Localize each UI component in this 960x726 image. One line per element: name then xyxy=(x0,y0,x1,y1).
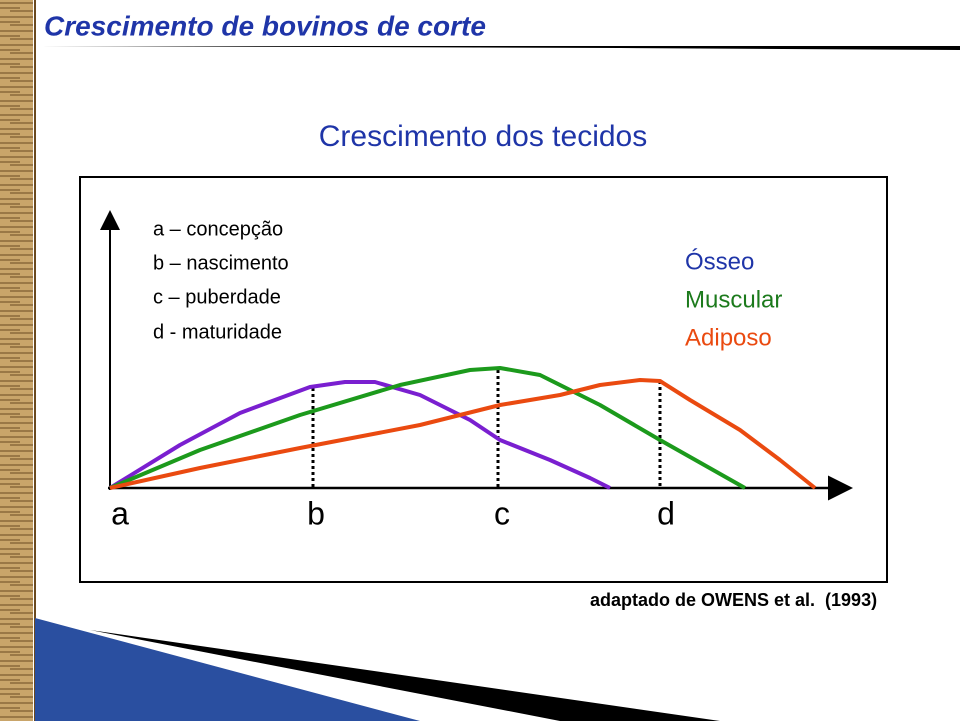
wood-strip xyxy=(0,0,33,721)
tissue-legend: Muscular xyxy=(685,286,782,313)
diagram-frame xyxy=(79,176,888,583)
stage-legend: c – puberdade xyxy=(153,286,281,308)
source-note: adaptado de OWENS et al. (1993) xyxy=(590,590,877,610)
axis-label: d xyxy=(657,495,675,531)
title-rule xyxy=(40,46,960,50)
axis-label: a xyxy=(111,495,129,531)
curve-adiposo xyxy=(109,378,817,490)
stage-markers xyxy=(311,370,662,488)
curve-osseo xyxy=(108,380,611,490)
stage-legend: a – concepção xyxy=(153,218,283,240)
axis-label: b xyxy=(307,495,325,531)
stage-legend: d - maturidade xyxy=(153,321,282,343)
subtitle: Crescimento dos tecidos xyxy=(319,120,647,153)
curve-muscular xyxy=(109,366,746,490)
tissue-legend: Adiposo xyxy=(685,324,772,351)
deco-wedge-dark xyxy=(90,630,720,721)
deco-wedge xyxy=(35,618,420,721)
axis-label: c xyxy=(494,495,510,531)
tissue-legend: Ósseo xyxy=(685,248,754,275)
slide-title: Crescimento de bovinos de corte xyxy=(44,10,486,41)
stage-legend: b – nascimento xyxy=(153,252,289,274)
